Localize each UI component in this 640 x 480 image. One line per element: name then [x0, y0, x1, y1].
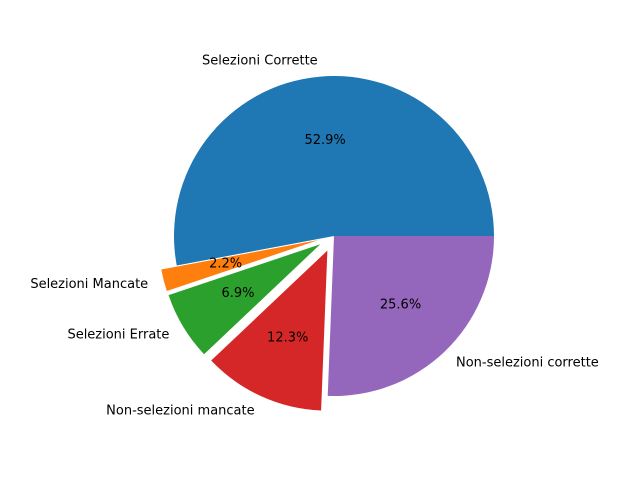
pie-slice-selezioni-corrette: [174, 76, 495, 266]
slice-label-selezioni-corrette: Selezioni Corrette: [202, 53, 318, 68]
slice-percent-non-selezioni-corrette: 25.6%: [380, 298, 421, 313]
slice-percent-selezioni-errate: 6.9%: [221, 286, 254, 301]
slice-label-non-selezioni-mancate: Non-selezioni mancate: [106, 403, 254, 418]
slice-percent-selezioni-corrette: 52.9%: [304, 133, 345, 148]
slice-label-non-selezioni-corrette: Non-selezioni corrette: [456, 355, 599, 370]
slice-label-selezioni-mancate: Selezioni Mancate: [30, 277, 148, 292]
slice-percent-non-selezioni-mancate: 12.3%: [267, 330, 308, 345]
pie-slice-selezioni-errate: [168, 244, 321, 355]
pie-slice-non-selezioni-mancate: [211, 250, 328, 411]
pie-slice-non-selezioni-corrette: [327, 236, 494, 397]
pie-percent-labels: 52.9% 2.2% 6.9% 12.3% 25.6%: [209, 133, 421, 346]
pie-slices: [161, 76, 495, 411]
slice-percent-selezioni-mancate: 2.2%: [209, 257, 242, 272]
pie-labels: Selezioni Corrette Selezioni Mancate Selez…: [30, 53, 599, 418]
slice-label-selezioni-errate: Selezioni Errate: [67, 327, 169, 342]
pie-slice-selezioni-mancate: [161, 240, 319, 291]
